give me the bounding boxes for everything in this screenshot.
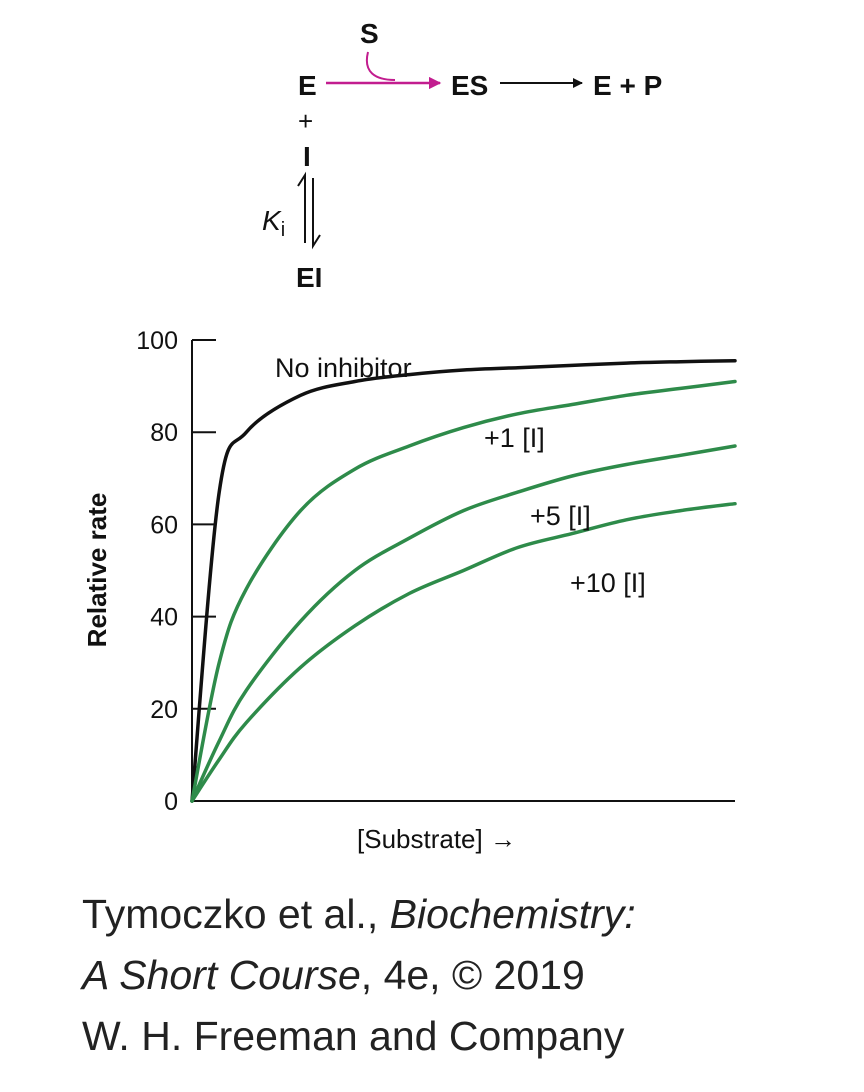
- caption-line-1: Tymoczko et al., Biochemistry:: [82, 891, 636, 937]
- y-tick-label: 40: [150, 604, 178, 632]
- y-tick-label: 0: [164, 788, 178, 816]
- y-tick-label: 20: [150, 696, 178, 724]
- y-tick-label: 100: [136, 327, 178, 355]
- curve-5-inhibitor: [190, 444, 737, 803]
- y-ticks: 0 20 40 60 80 100: [136, 327, 216, 816]
- series-label-1-inhibitor: +1 [I]: [484, 423, 545, 453]
- series-label-10-inhibitor: +10 [I]: [570, 568, 646, 598]
- scheme-enzyme: E: [298, 70, 317, 101]
- curve-1-inhibitor: [190, 379, 737, 803]
- scheme-products: E + P: [593, 70, 662, 101]
- x-axis-label: [Substrate] →: [357, 824, 516, 854]
- y-axis-label: Relative rate: [82, 493, 112, 648]
- scheme-plus: +: [298, 106, 313, 136]
- caption-line-3: W. H. Freeman and Company: [82, 1013, 625, 1059]
- scheme-complex: ES: [451, 70, 488, 101]
- dissociation-constant: Ki: [262, 205, 285, 241]
- chart: 0 20 40 60 80 100 Relative rate [Substrate] →…: [82, 327, 737, 854]
- curve-no-inhibitor: [190, 358, 737, 803]
- reaction-scheme: S E ES E + P + I Ki EI: [262, 18, 662, 293]
- curve-10-inhibitor: [190, 501, 737, 803]
- equilibrium-arrow-down: [312, 178, 321, 250]
- series-label-no-inhibitor: No inhibitor: [275, 353, 412, 383]
- citation-caption: Tymoczko et al., Biochemistry: A Short C…: [82, 884, 862, 1067]
- substrate-binding-curve: [365, 51, 396, 81]
- scheme-inhibited-complex: EI: [296, 262, 322, 293]
- scheme-substrate: S: [360, 18, 379, 49]
- equilibrium-arrow-up: [297, 171, 306, 243]
- scheme-inhibitor: I: [303, 141, 311, 172]
- curves: [190, 358, 737, 803]
- series-label-5-inhibitor: +5 [I]: [530, 501, 591, 531]
- y-tick-label: 60: [150, 511, 178, 539]
- caption-line-2: A Short Course, 4e, © 2019: [82, 952, 585, 998]
- y-tick-label: 80: [150, 419, 178, 447]
